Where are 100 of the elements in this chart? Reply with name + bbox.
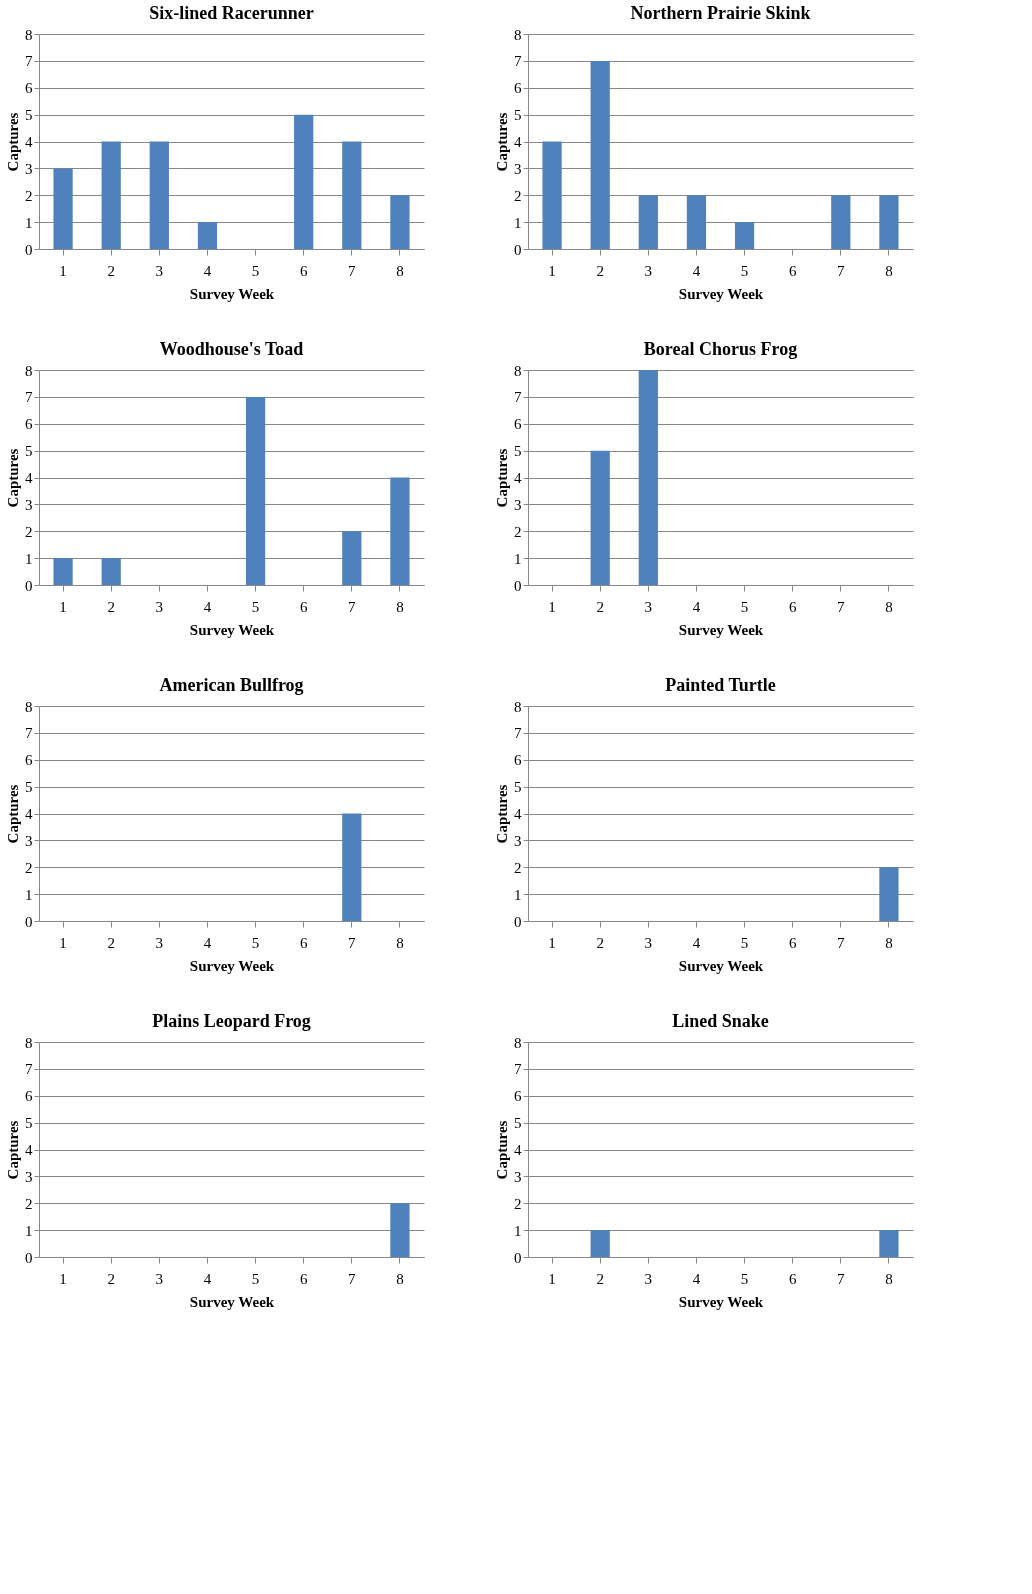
x-tick-label: 5 [251, 934, 260, 951]
y-tick-label: 1 [514, 214, 522, 231]
y-tick-label: 8 [25, 698, 33, 715]
y-axis-title: Captures [5, 784, 21, 844]
y-tick-label: 5 [514, 779, 522, 796]
y-tick-label: 4 [514, 134, 522, 150]
chart-title: Plains Leopard Frog [152, 1011, 311, 1031]
x-tick-label: 1 [59, 262, 67, 279]
x-tick-label: 2 [596, 1270, 604, 1287]
chart-title: Painted Turtle [665, 675, 776, 695]
x-tick-label: 8 [885, 598, 893, 615]
y-tick-label: 3 [25, 832, 33, 849]
y-tick-label: 1 [25, 214, 33, 231]
y-tick-label: 4 [514, 806, 522, 822]
y-tick-label: 7 [514, 53, 522, 70]
y-tick-label: 5 [514, 1115, 522, 1132]
y-tick-label: 8 [514, 362, 522, 379]
chart-title: Boreal Chorus Frog [643, 339, 798, 359]
y-tick-label: 0 [25, 241, 33, 258]
y-tick-label: 1 [25, 1222, 33, 1239]
bar [342, 531, 362, 585]
y-axis-title: Captures [5, 112, 21, 172]
y-tick-label: 0 [514, 1249, 522, 1266]
y-tick-label: 6 [514, 416, 522, 433]
y-axis-title: Captures [5, 448, 21, 508]
x-tick-label: 4 [203, 598, 212, 615]
y-tick-label: 8 [514, 1034, 522, 1051]
y-tick-label: 7 [25, 389, 33, 406]
x-tick-label: 5 [740, 262, 749, 279]
y-tick-label: 0 [514, 241, 522, 258]
x-tick-label: 8 [396, 934, 404, 951]
x-tick-label: 3 [644, 1270, 653, 1287]
bar [590, 60, 610, 249]
y-tick-label: 2 [514, 859, 522, 876]
y-tick-label: 3 [514, 1168, 522, 1185]
x-tick-label: 4 [692, 598, 701, 615]
x-axis-title: Survey Week [189, 1293, 275, 1310]
x-tick-label: 4 [203, 1270, 212, 1287]
x-tick-label: 2 [107, 1270, 115, 1287]
x-tick-label: 4 [692, 262, 701, 279]
x-tick-label: 3 [155, 598, 164, 615]
y-tick-label: 4 [25, 134, 33, 150]
y-tick-label: 1 [514, 1222, 522, 1239]
y-tick-label: 5 [514, 443, 522, 460]
bar [294, 114, 314, 249]
chart-title: Six-lined Racerunner [149, 3, 314, 23]
y-tick-label: 6 [25, 80, 33, 97]
bar [638, 195, 658, 249]
y-tick-label: 6 [514, 80, 522, 97]
y-tick-label: 3 [25, 496, 33, 513]
x-tick-label: 6 [299, 1270, 308, 1287]
bar [542, 141, 562, 249]
y-tick-label: 2 [514, 523, 522, 540]
y-tick-label: 7 [25, 725, 33, 742]
y-tick-label: 6 [25, 752, 33, 769]
x-tick-label: 8 [885, 1270, 893, 1287]
y-tick-label: 8 [514, 698, 522, 715]
y-axis-title: Captures [5, 1120, 21, 1180]
x-tick-label: 1 [59, 1270, 67, 1287]
bar [53, 168, 73, 249]
x-tick-label: 8 [396, 262, 404, 279]
y-tick-label: 7 [25, 53, 33, 70]
x-tick-label: 7 [837, 262, 846, 279]
y-tick-label: 3 [25, 1168, 33, 1185]
x-tick-label: 5 [740, 934, 749, 951]
y-tick-label: 3 [514, 832, 522, 849]
y-axis-title: Captures [494, 1120, 510, 1180]
y-tick-label: 4 [25, 806, 33, 822]
x-tick-label: 5 [251, 1270, 260, 1287]
y-tick-label: 5 [25, 107, 33, 124]
x-axis-title: Survey Week [678, 1293, 764, 1310]
x-tick-label: 1 [548, 598, 556, 615]
x-tick-label: 8 [885, 262, 893, 279]
y-tick-label: 3 [25, 160, 33, 177]
y-tick-label: 0 [25, 577, 33, 594]
y-tick-label: 0 [514, 577, 522, 594]
x-tick-label: 7 [348, 1270, 357, 1287]
x-tick-label: 1 [548, 262, 556, 279]
x-axis-title: Survey Week [678, 621, 764, 638]
y-tick-label: 3 [514, 496, 522, 513]
y-tick-label: 2 [514, 187, 522, 204]
y-tick-label: 6 [514, 1088, 522, 1105]
x-tick-label: 7 [837, 598, 846, 615]
chart-title: Lined Snake [672, 1011, 769, 1031]
bar [197, 222, 218, 249]
x-tick-label: 1 [59, 934, 67, 951]
y-tick-label: 4 [25, 1142, 33, 1158]
bar [149, 141, 169, 249]
y-tick-label: 8 [25, 26, 33, 43]
y-tick-label: 6 [25, 1088, 33, 1105]
x-tick-label: 4 [692, 1270, 701, 1287]
y-tick-label: 0 [25, 1249, 33, 1266]
y-tick-label: 7 [514, 725, 522, 742]
x-tick-label: 8 [885, 934, 893, 951]
x-tick-label: 3 [644, 934, 653, 951]
y-tick-label: 5 [25, 779, 33, 796]
x-tick-label: 2 [596, 934, 604, 951]
bar [342, 141, 362, 249]
y-tick-label: 8 [25, 362, 33, 379]
x-tick-label: 3 [155, 934, 164, 951]
